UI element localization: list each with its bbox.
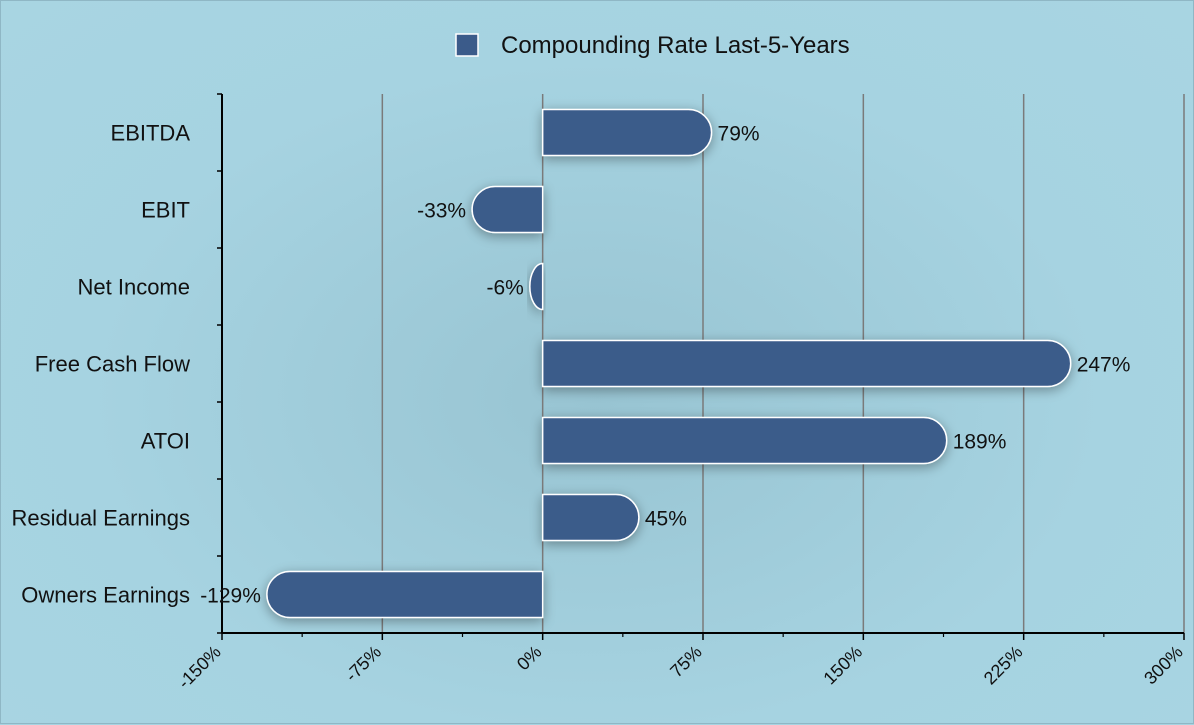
category-label-2: Net Income — [78, 275, 191, 300]
category-label-1: EBIT — [141, 198, 190, 223]
category-label-5: Residual Earnings — [11, 506, 190, 531]
bar-2 — [529, 262, 544, 311]
x-tick-label-4: 150% — [819, 642, 866, 689]
x-tick-label-2: 0% — [513, 642, 546, 675]
x-tick-label-1: -75% — [341, 642, 385, 686]
category-label-0: EBITDA — [111, 121, 191, 146]
bar-6 — [266, 570, 544, 619]
legend-swatch — [455, 33, 479, 57]
bars — [266, 108, 1072, 619]
value-label-3: 247% — [1077, 354, 1131, 377]
x-tick-label-3: 75% — [666, 642, 706, 682]
x-tick-label-0: -150% — [174, 642, 225, 693]
bar-0 — [541, 108, 713, 157]
category-label-4: ATOI — [141, 429, 190, 454]
value-label-2: -6% — [486, 277, 523, 300]
bar-4 — [541, 416, 948, 465]
value-label-0: 79% — [718, 123, 760, 146]
legend-label: Compounding Rate Last-5-Years — [501, 32, 850, 59]
bar-3 — [541, 339, 1072, 388]
bar-5 — [541, 493, 640, 542]
value-label-1: -33% — [417, 200, 466, 223]
x-tick-label-6: 300% — [1140, 642, 1187, 689]
value-label-5: 45% — [645, 508, 687, 531]
x-tick-label-5: 225% — [980, 642, 1027, 689]
value-label-4: 189% — [953, 431, 1007, 454]
bar-1 — [471, 185, 544, 234]
legend: Compounding Rate Last-5-Years — [455, 32, 850, 59]
value-label-6: -129% — [200, 585, 261, 608]
category-label-3: Free Cash Flow — [35, 352, 190, 377]
category-label-6: Owners Earnings — [21, 583, 190, 608]
labels: -150% -75% 0% 75% 150% 225% 300% 79% EBITDA -33% E… — [11, 121, 1186, 693]
axes — [217, 93, 1185, 640]
